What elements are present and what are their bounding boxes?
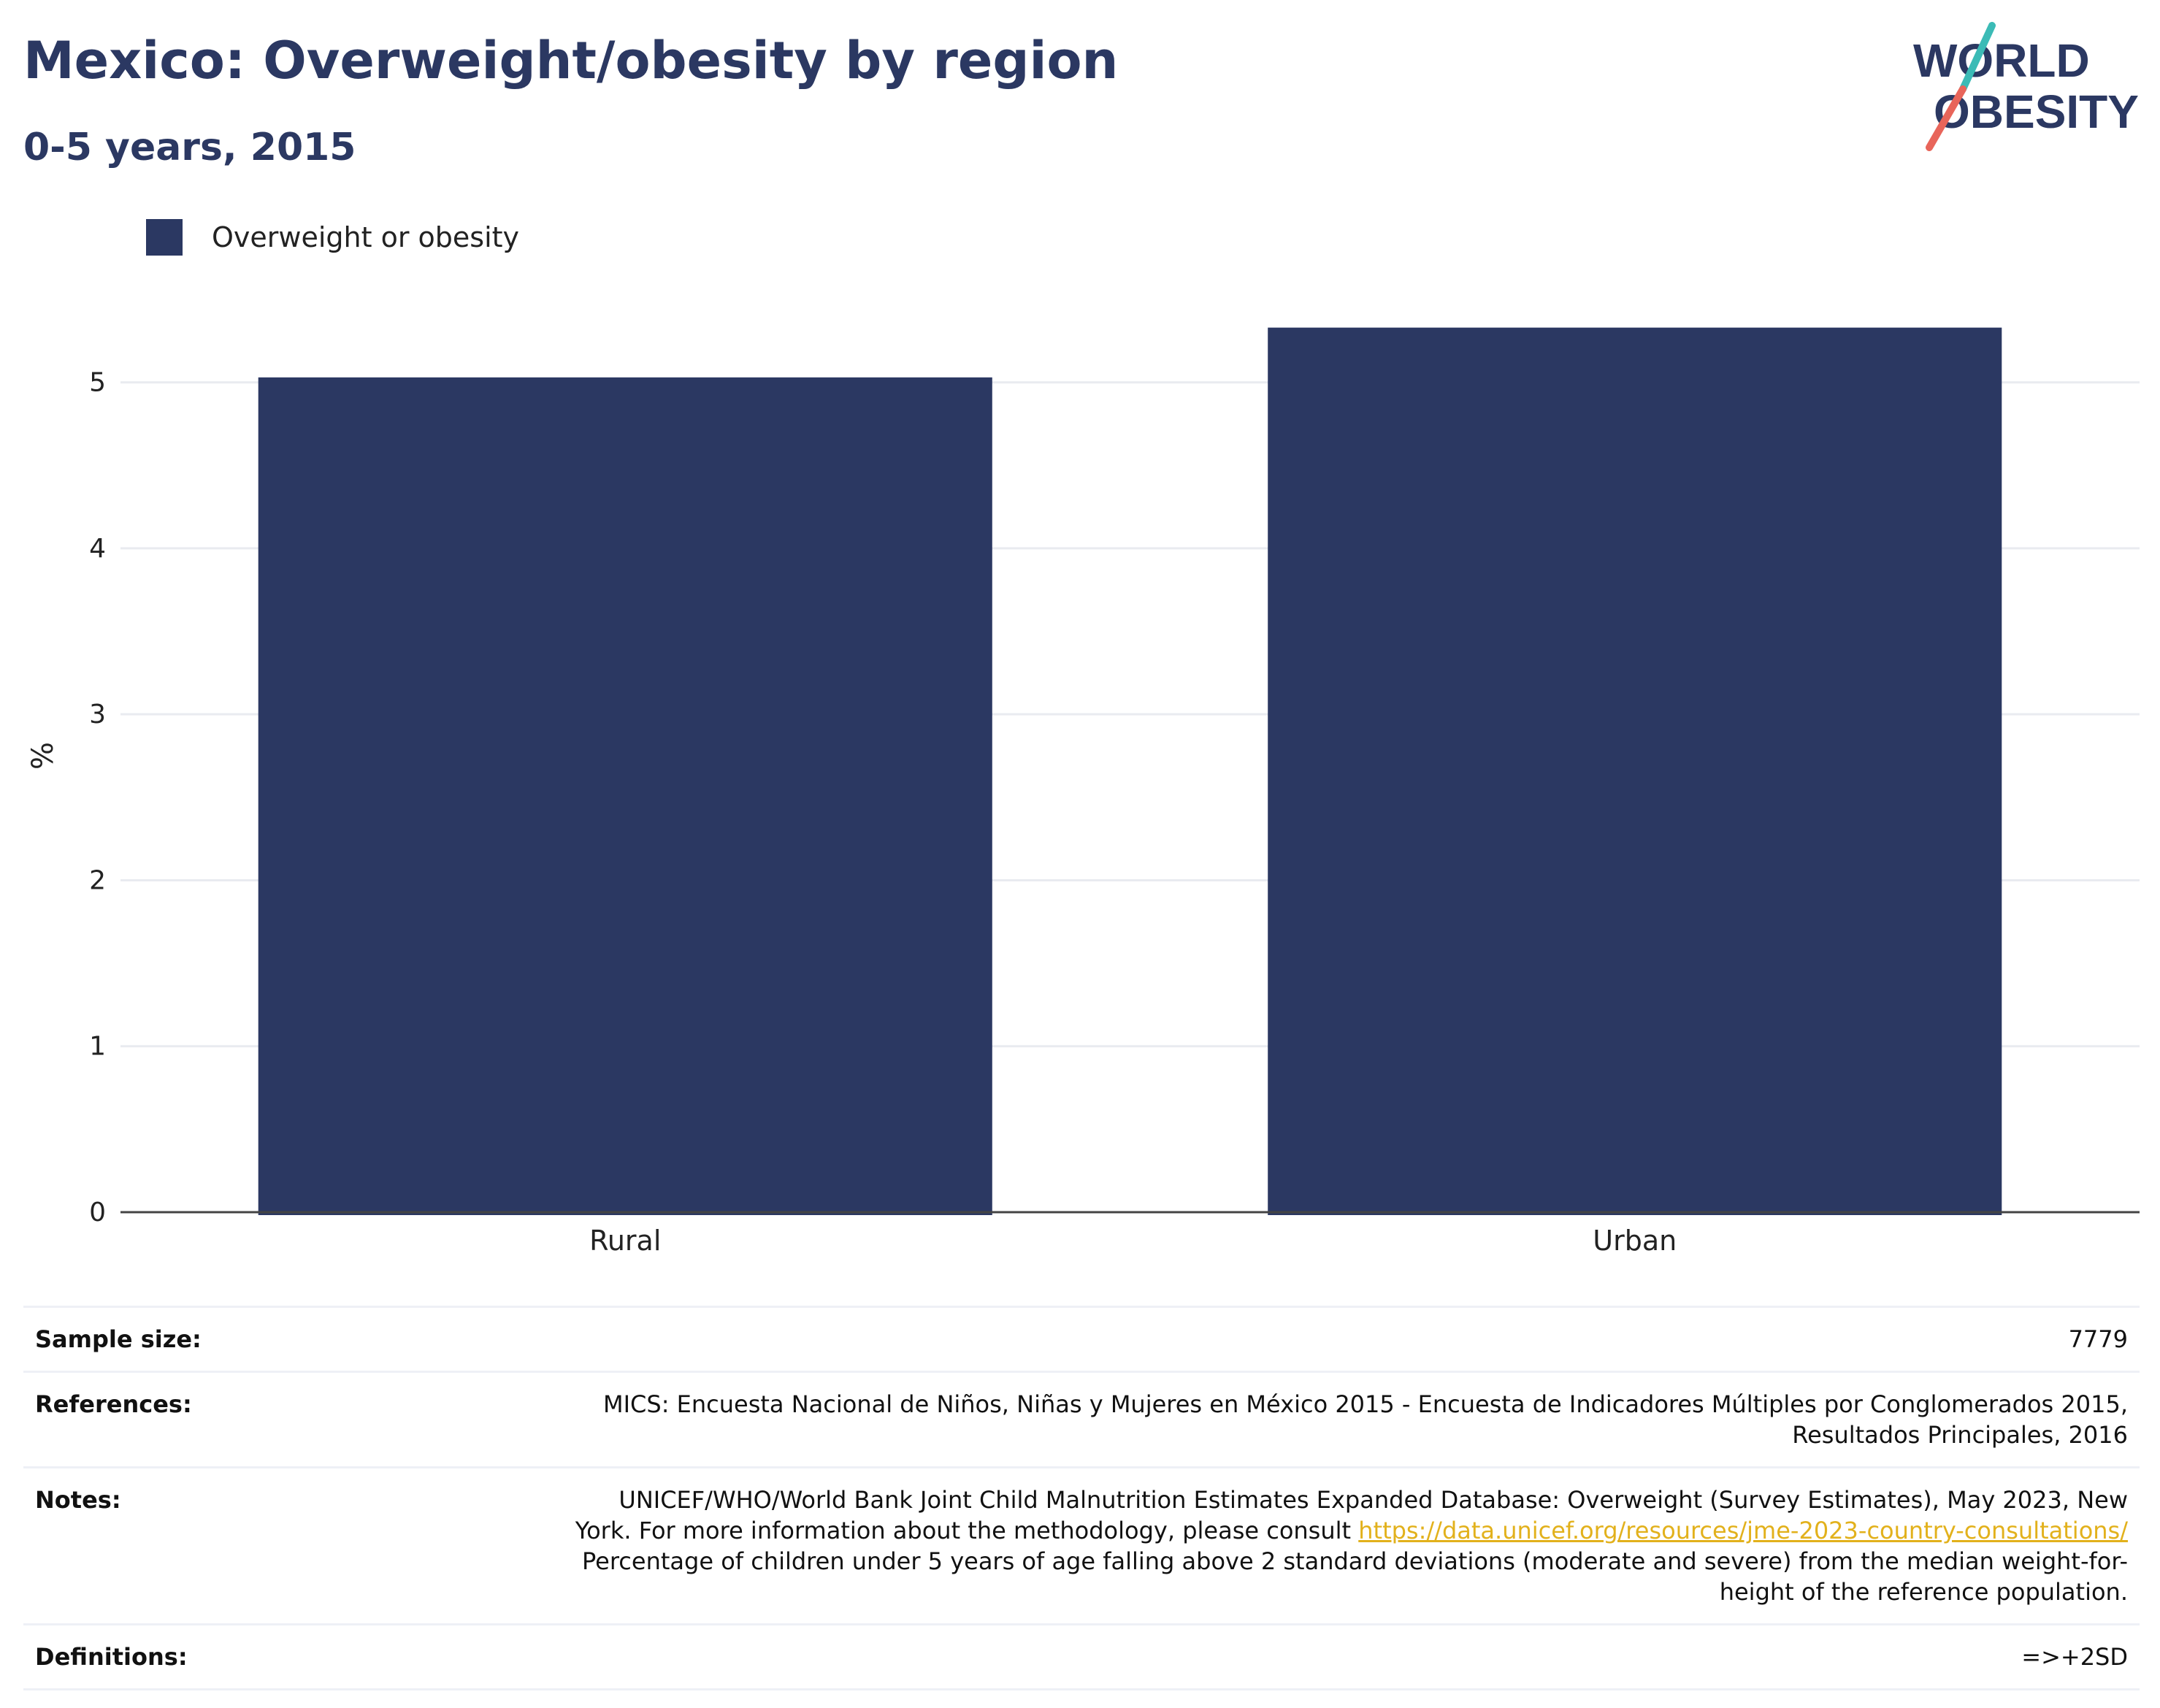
methodology-link[interactable]: https://data.unicef.org/resources/jme-20… xyxy=(1358,1517,2128,1544)
y-tick-label: 1 xyxy=(89,1032,106,1062)
chart-title: Mexico: Overweight/obesity by region xyxy=(23,31,1119,91)
notes-row: Notes: UNICEF/WHO/World Bank Joint Child… xyxy=(23,1466,2140,1625)
bar-urban xyxy=(1268,327,2002,1215)
sample-size-row: Sample size: 7779 xyxy=(23,1306,2140,1372)
chart-subtitle: 0-5 years, 2015 xyxy=(23,126,356,169)
references-row: References: MICS: Encuesta Nacional de N… xyxy=(23,1371,2140,1468)
chart-legend: Overweight or obesity xyxy=(146,219,519,256)
notes-line2-text: York. For more information about the met… xyxy=(575,1517,1359,1544)
y-tick-label: 4 xyxy=(89,534,106,564)
notes-line1: UNICEF/WHO/World Bank Joint Child Malnut… xyxy=(618,1486,2128,1514)
legend-label: Overweight or obesity xyxy=(212,221,520,253)
references-value: MICS: Encuesta Nacional de Niños, Niñas … xyxy=(310,1371,2140,1468)
logo-line2: OBESITY xyxy=(1934,85,2139,138)
definitions-label: Definitions: xyxy=(23,1623,310,1690)
logo-line1: WORLD xyxy=(1913,34,2090,87)
bar-rural xyxy=(258,377,992,1216)
y-tick-label: 2 xyxy=(89,865,106,895)
legend-swatch xyxy=(146,219,183,256)
world-obesity-logo: WORLD OBESITY xyxy=(1913,22,2139,151)
references-line1: MICS: Encuesta Nacional de Niños, Niñas … xyxy=(602,1390,2128,1418)
definitions-row: Definitions: =>+2SD xyxy=(23,1623,2140,1690)
notes-line2: York. For more information about the met… xyxy=(321,1515,2128,1546)
references-line2: Resultados Principales, 2016 xyxy=(1792,1421,2128,1449)
y-tick-label: 3 xyxy=(89,700,106,729)
definitions-value: =>+2SD xyxy=(310,1623,2140,1690)
sample-size-label: Sample size: xyxy=(23,1306,310,1372)
y-axis-title: % xyxy=(26,742,60,770)
y-tick-label: 0 xyxy=(89,1198,106,1228)
notes-value: UNICEF/WHO/World Bank Joint Child Malnut… xyxy=(310,1466,2140,1625)
sample-size-value: 7779 xyxy=(310,1306,2140,1372)
info-table: Sample size: 7779 References: MICS: Encu… xyxy=(23,1306,2140,1690)
logo-slash-bottom xyxy=(1926,85,1966,151)
notes-line4: height of the reference population. xyxy=(1719,1578,2128,1606)
logo-slash-top xyxy=(1959,22,1996,93)
bar-chart: 0 1 2 3 4 5 Rural Urban% xyxy=(26,327,2140,1257)
x-tick-label: Rural xyxy=(589,1225,661,1257)
references-label: References: xyxy=(23,1371,310,1468)
notes-line3: Percentage of children under 5 years of … xyxy=(582,1547,2128,1575)
x-tick-label: Urban xyxy=(1593,1225,1677,1257)
y-tick-label: 5 xyxy=(89,368,106,398)
notes-label: Notes: xyxy=(23,1466,310,1625)
